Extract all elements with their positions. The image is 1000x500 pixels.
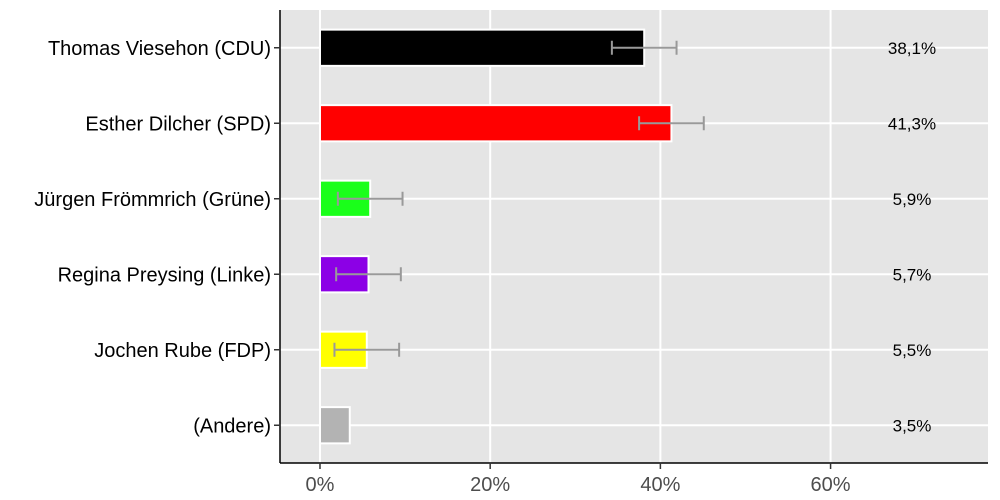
x-tick-labels: 0% 20% 40% 60% <box>306 474 851 496</box>
category-labels: Thomas Viesehon (CDU) Esther Dilcher (SPD… <box>34 38 271 438</box>
value-label-2: 5,9% <box>893 190 932 209</box>
bar-5 <box>318 406 351 445</box>
axes <box>274 10 988 469</box>
value-label-5: 3,5% <box>893 416 932 435</box>
value-label-0: 38,1% <box>888 39 936 58</box>
category-label-3: Regina Preysing (Linke) <box>58 264 271 286</box>
error-bars <box>333 40 705 357</box>
x-tick-label-0: 0% <box>306 474 335 496</box>
x-tick-label-1: 20% <box>470 474 510 496</box>
error-bar-0 <box>610 40 678 55</box>
error-bar-4 <box>333 342 401 357</box>
value-labels: 38,1% 41,3% 5,9% 5,7% 5,5% 3,5% <box>888 39 936 436</box>
bar-0 <box>318 28 646 67</box>
value-label-1: 41,3% <box>888 114 936 133</box>
category-label-5: (Andere) <box>193 415 271 437</box>
category-label-0: Thomas Viesehon (CDU) <box>48 38 271 60</box>
category-label-4: Jochen Rube (FDP) <box>94 340 271 362</box>
error-bar-3 <box>335 267 402 282</box>
x-tick-label-2: 40% <box>640 474 680 496</box>
value-label-4: 5,5% <box>893 341 932 360</box>
error-bar-1 <box>638 116 705 131</box>
x-tick-label-3: 60% <box>811 474 851 496</box>
plot-panel <box>280 10 988 463</box>
value-label-3: 5,7% <box>893 265 932 284</box>
error-bar-2 <box>336 191 404 206</box>
category-label-2: Jürgen Frömmrich (Grüne) <box>34 189 271 211</box>
bar-1 <box>318 104 673 143</box>
category-label-1: Esther Dilcher (SPD) <box>85 113 271 135</box>
